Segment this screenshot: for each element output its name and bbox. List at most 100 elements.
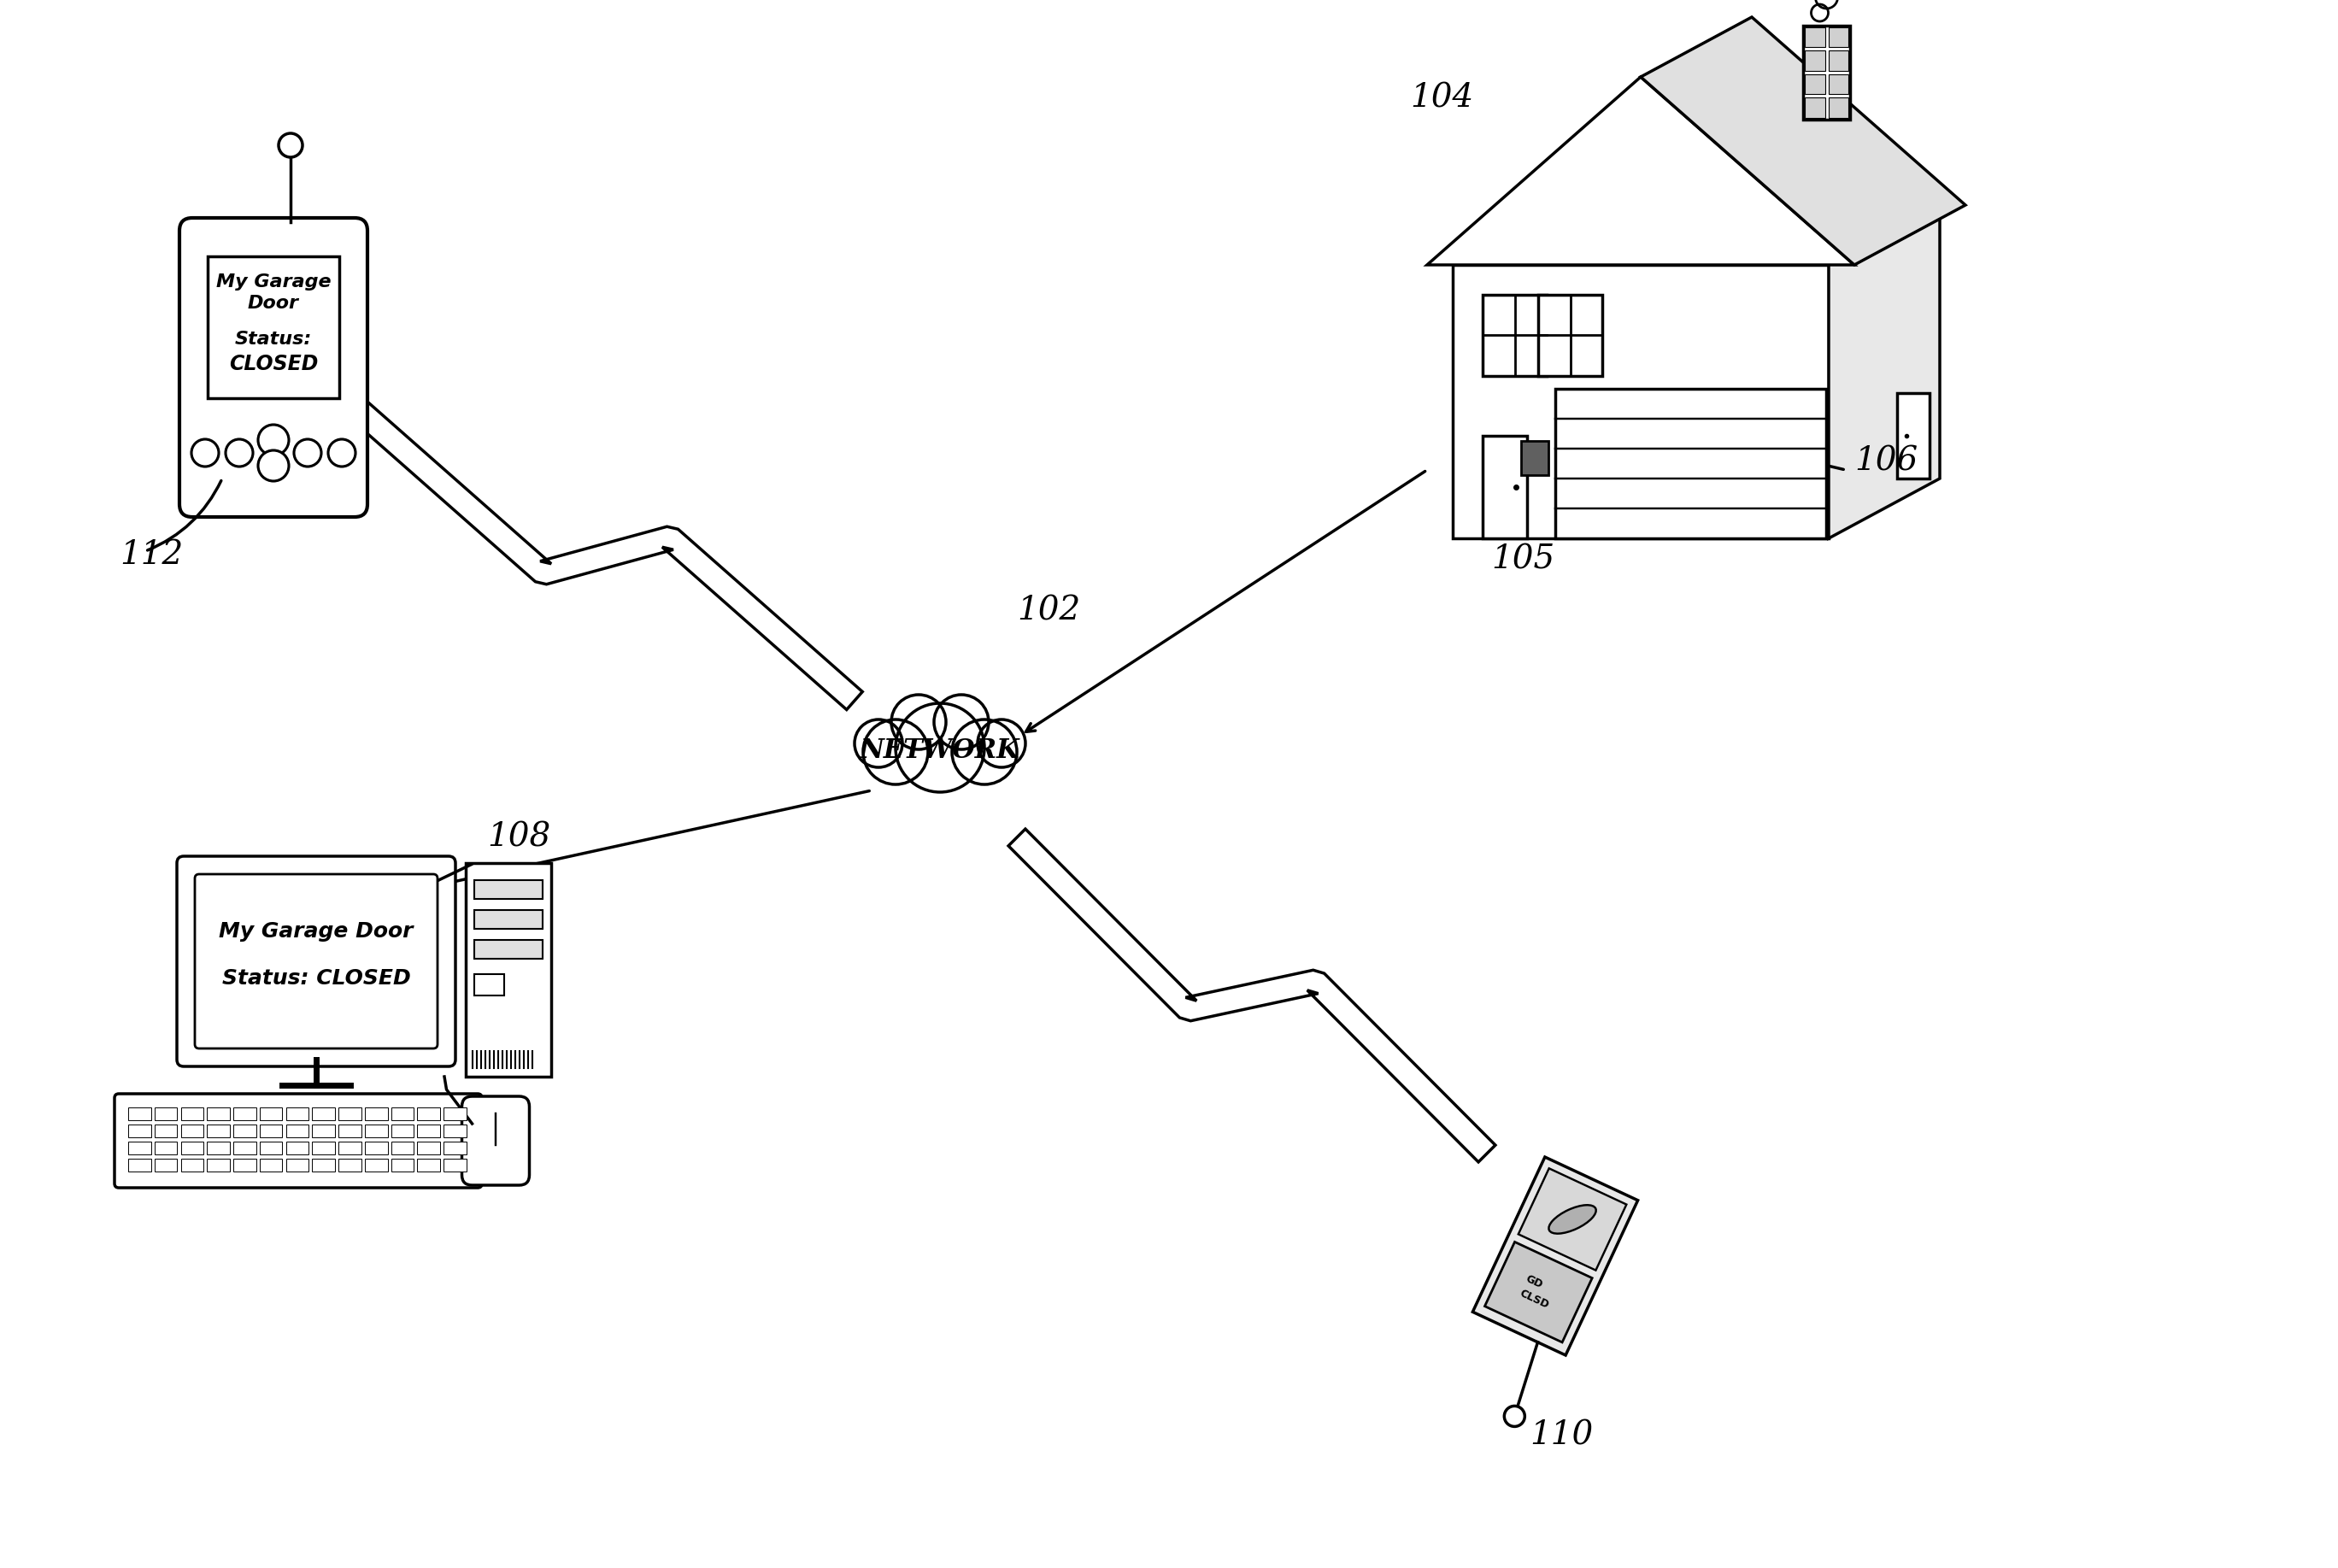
- Text: 110: 110: [1529, 1419, 1592, 1450]
- Circle shape: [891, 695, 947, 750]
- Bar: [1828, 50, 1849, 71]
- Bar: [444, 1142, 468, 1154]
- Text: 104: 104: [1410, 82, 1473, 113]
- Text: GD: GD: [1524, 1273, 1545, 1290]
- Circle shape: [977, 720, 1026, 767]
- Bar: [208, 1159, 229, 1171]
- Text: My Garage Door: My Garage Door: [220, 920, 414, 942]
- Bar: [444, 1159, 468, 1171]
- Polygon shape: [1008, 829, 1496, 1162]
- Bar: [208, 1107, 229, 1120]
- Bar: [475, 974, 505, 996]
- Bar: [390, 1159, 414, 1171]
- Bar: [475, 939, 542, 958]
- Bar: [180, 1159, 203, 1171]
- Bar: [390, 1124, 414, 1137]
- Bar: [260, 1159, 283, 1171]
- Bar: [129, 1159, 152, 1171]
- Bar: [260, 1124, 283, 1137]
- Polygon shape: [351, 401, 863, 710]
- Bar: [180, 1124, 203, 1137]
- Bar: [339, 1142, 362, 1154]
- Circle shape: [863, 720, 928, 784]
- Bar: [1828, 27, 1849, 47]
- Bar: [313, 1159, 334, 1171]
- Circle shape: [257, 425, 290, 455]
- Bar: [208, 1142, 229, 1154]
- Text: CLOSED: CLOSED: [229, 354, 318, 375]
- Bar: [1538, 295, 1602, 376]
- Bar: [390, 1107, 414, 1120]
- Bar: [180, 1107, 203, 1120]
- Text: 112: 112: [119, 539, 182, 571]
- Circle shape: [192, 439, 220, 467]
- Text: NETWORK: NETWORK: [860, 737, 1019, 764]
- Text: Door: Door: [248, 295, 299, 312]
- Bar: [419, 1159, 440, 1171]
- Circle shape: [295, 439, 320, 467]
- Polygon shape: [1641, 17, 1966, 265]
- Circle shape: [257, 450, 290, 481]
- Bar: [1805, 97, 1826, 118]
- Bar: [260, 1142, 283, 1154]
- Bar: [285, 1124, 309, 1137]
- FancyBboxPatch shape: [463, 1096, 528, 1185]
- Bar: [1452, 265, 1828, 538]
- Bar: [208, 1124, 229, 1137]
- Bar: [129, 1107, 152, 1120]
- Bar: [154, 1159, 178, 1171]
- Bar: [129, 1124, 152, 1137]
- Bar: [1828, 97, 1849, 118]
- Bar: [1805, 74, 1826, 94]
- FancyBboxPatch shape: [180, 218, 367, 517]
- Bar: [180, 1142, 203, 1154]
- Circle shape: [853, 720, 902, 767]
- Bar: [465, 862, 552, 1077]
- Text: 106: 106: [1854, 445, 1917, 477]
- Bar: [419, 1124, 440, 1137]
- Bar: [339, 1107, 362, 1120]
- Bar: [285, 1142, 309, 1154]
- Bar: [129, 1142, 152, 1154]
- Bar: [339, 1124, 362, 1137]
- Circle shape: [327, 439, 355, 467]
- Circle shape: [933, 695, 989, 750]
- Circle shape: [952, 720, 1017, 784]
- Bar: [390, 1142, 414, 1154]
- Bar: [339, 1159, 362, 1171]
- Polygon shape: [1426, 77, 1854, 265]
- Text: My Garage: My Garage: [215, 273, 332, 290]
- Bar: [154, 1124, 178, 1137]
- Circle shape: [1503, 1406, 1524, 1427]
- Bar: [1805, 50, 1826, 71]
- Bar: [234, 1124, 257, 1137]
- Bar: [234, 1159, 257, 1171]
- Circle shape: [895, 704, 984, 792]
- Bar: [208, 256, 339, 398]
- Bar: [1828, 74, 1849, 94]
- Bar: [1555, 389, 1826, 538]
- Bar: [234, 1142, 257, 1154]
- FancyBboxPatch shape: [194, 873, 437, 1049]
- Text: 105: 105: [1492, 544, 1555, 575]
- Bar: [1805, 27, 1826, 47]
- Bar: [444, 1107, 468, 1120]
- Bar: [313, 1142, 334, 1154]
- Bar: [1896, 394, 1929, 478]
- FancyBboxPatch shape: [178, 856, 456, 1066]
- Bar: [1482, 295, 1548, 376]
- Bar: [285, 1159, 309, 1171]
- Text: 108: 108: [486, 822, 549, 853]
- Text: Status: CLOSED: Status: CLOSED: [222, 967, 411, 989]
- Bar: [313, 1124, 334, 1137]
- Text: Status:: Status:: [234, 331, 311, 348]
- Polygon shape: [1473, 1157, 1639, 1355]
- Bar: [365, 1159, 388, 1171]
- Bar: [419, 1142, 440, 1154]
- Bar: [365, 1142, 388, 1154]
- Polygon shape: [1485, 1242, 1592, 1342]
- Bar: [365, 1107, 388, 1120]
- Bar: [444, 1124, 468, 1137]
- Bar: [1522, 441, 1548, 475]
- Circle shape: [278, 133, 302, 157]
